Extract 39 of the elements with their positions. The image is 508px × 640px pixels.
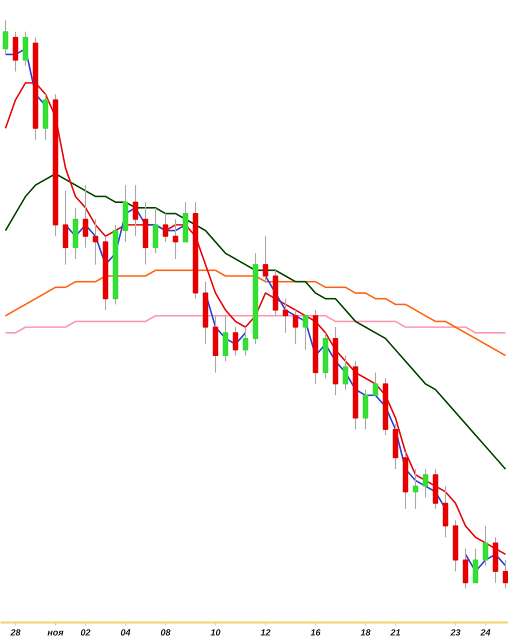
x-tick-label: 12 (260, 628, 271, 638)
x-tick-label: 24 (479, 628, 491, 638)
candlestick (242, 326, 248, 356)
candlestick (362, 389, 368, 430)
candlestick (262, 236, 268, 282)
x-tick-label: 08 (160, 628, 171, 638)
candlestick (82, 184, 88, 248)
x-tick-label: 21 (389, 628, 401, 638)
x-tick-label: 04 (120, 628, 131, 638)
candlestick (152, 207, 158, 254)
x-tick-label: 23 (449, 628, 461, 638)
candlestick (462, 548, 468, 590)
candlestick (162, 212, 168, 243)
candlestick (62, 190, 68, 266)
x-tick-label: 28 (9, 628, 21, 638)
candlestick (482, 525, 488, 566)
x-tick-label: 16 (310, 628, 322, 638)
candlestick (2, 20, 8, 56)
candlestick (422, 468, 428, 498)
candlestick (302, 315, 308, 350)
candlestick (372, 372, 378, 396)
candlestick (442, 486, 448, 538)
candlestick (12, 31, 18, 72)
candlestick (172, 218, 178, 260)
x-tick-label: ноя (47, 628, 64, 638)
candlestick (502, 559, 508, 590)
candlestick (472, 548, 478, 584)
candlestick (282, 298, 288, 334)
candlestick (132, 184, 138, 237)
candlestick (292, 309, 298, 345)
x-tick-label: 18 (360, 628, 371, 638)
candlestick (22, 31, 28, 66)
candlestick (232, 326, 238, 356)
candlestick (92, 218, 98, 266)
candlestick (222, 315, 228, 362)
x-tick-label: 02 (80, 628, 91, 638)
x-tick-label: 10 (210, 628, 221, 638)
candlestick (412, 468, 418, 510)
candlestick (342, 354, 348, 390)
